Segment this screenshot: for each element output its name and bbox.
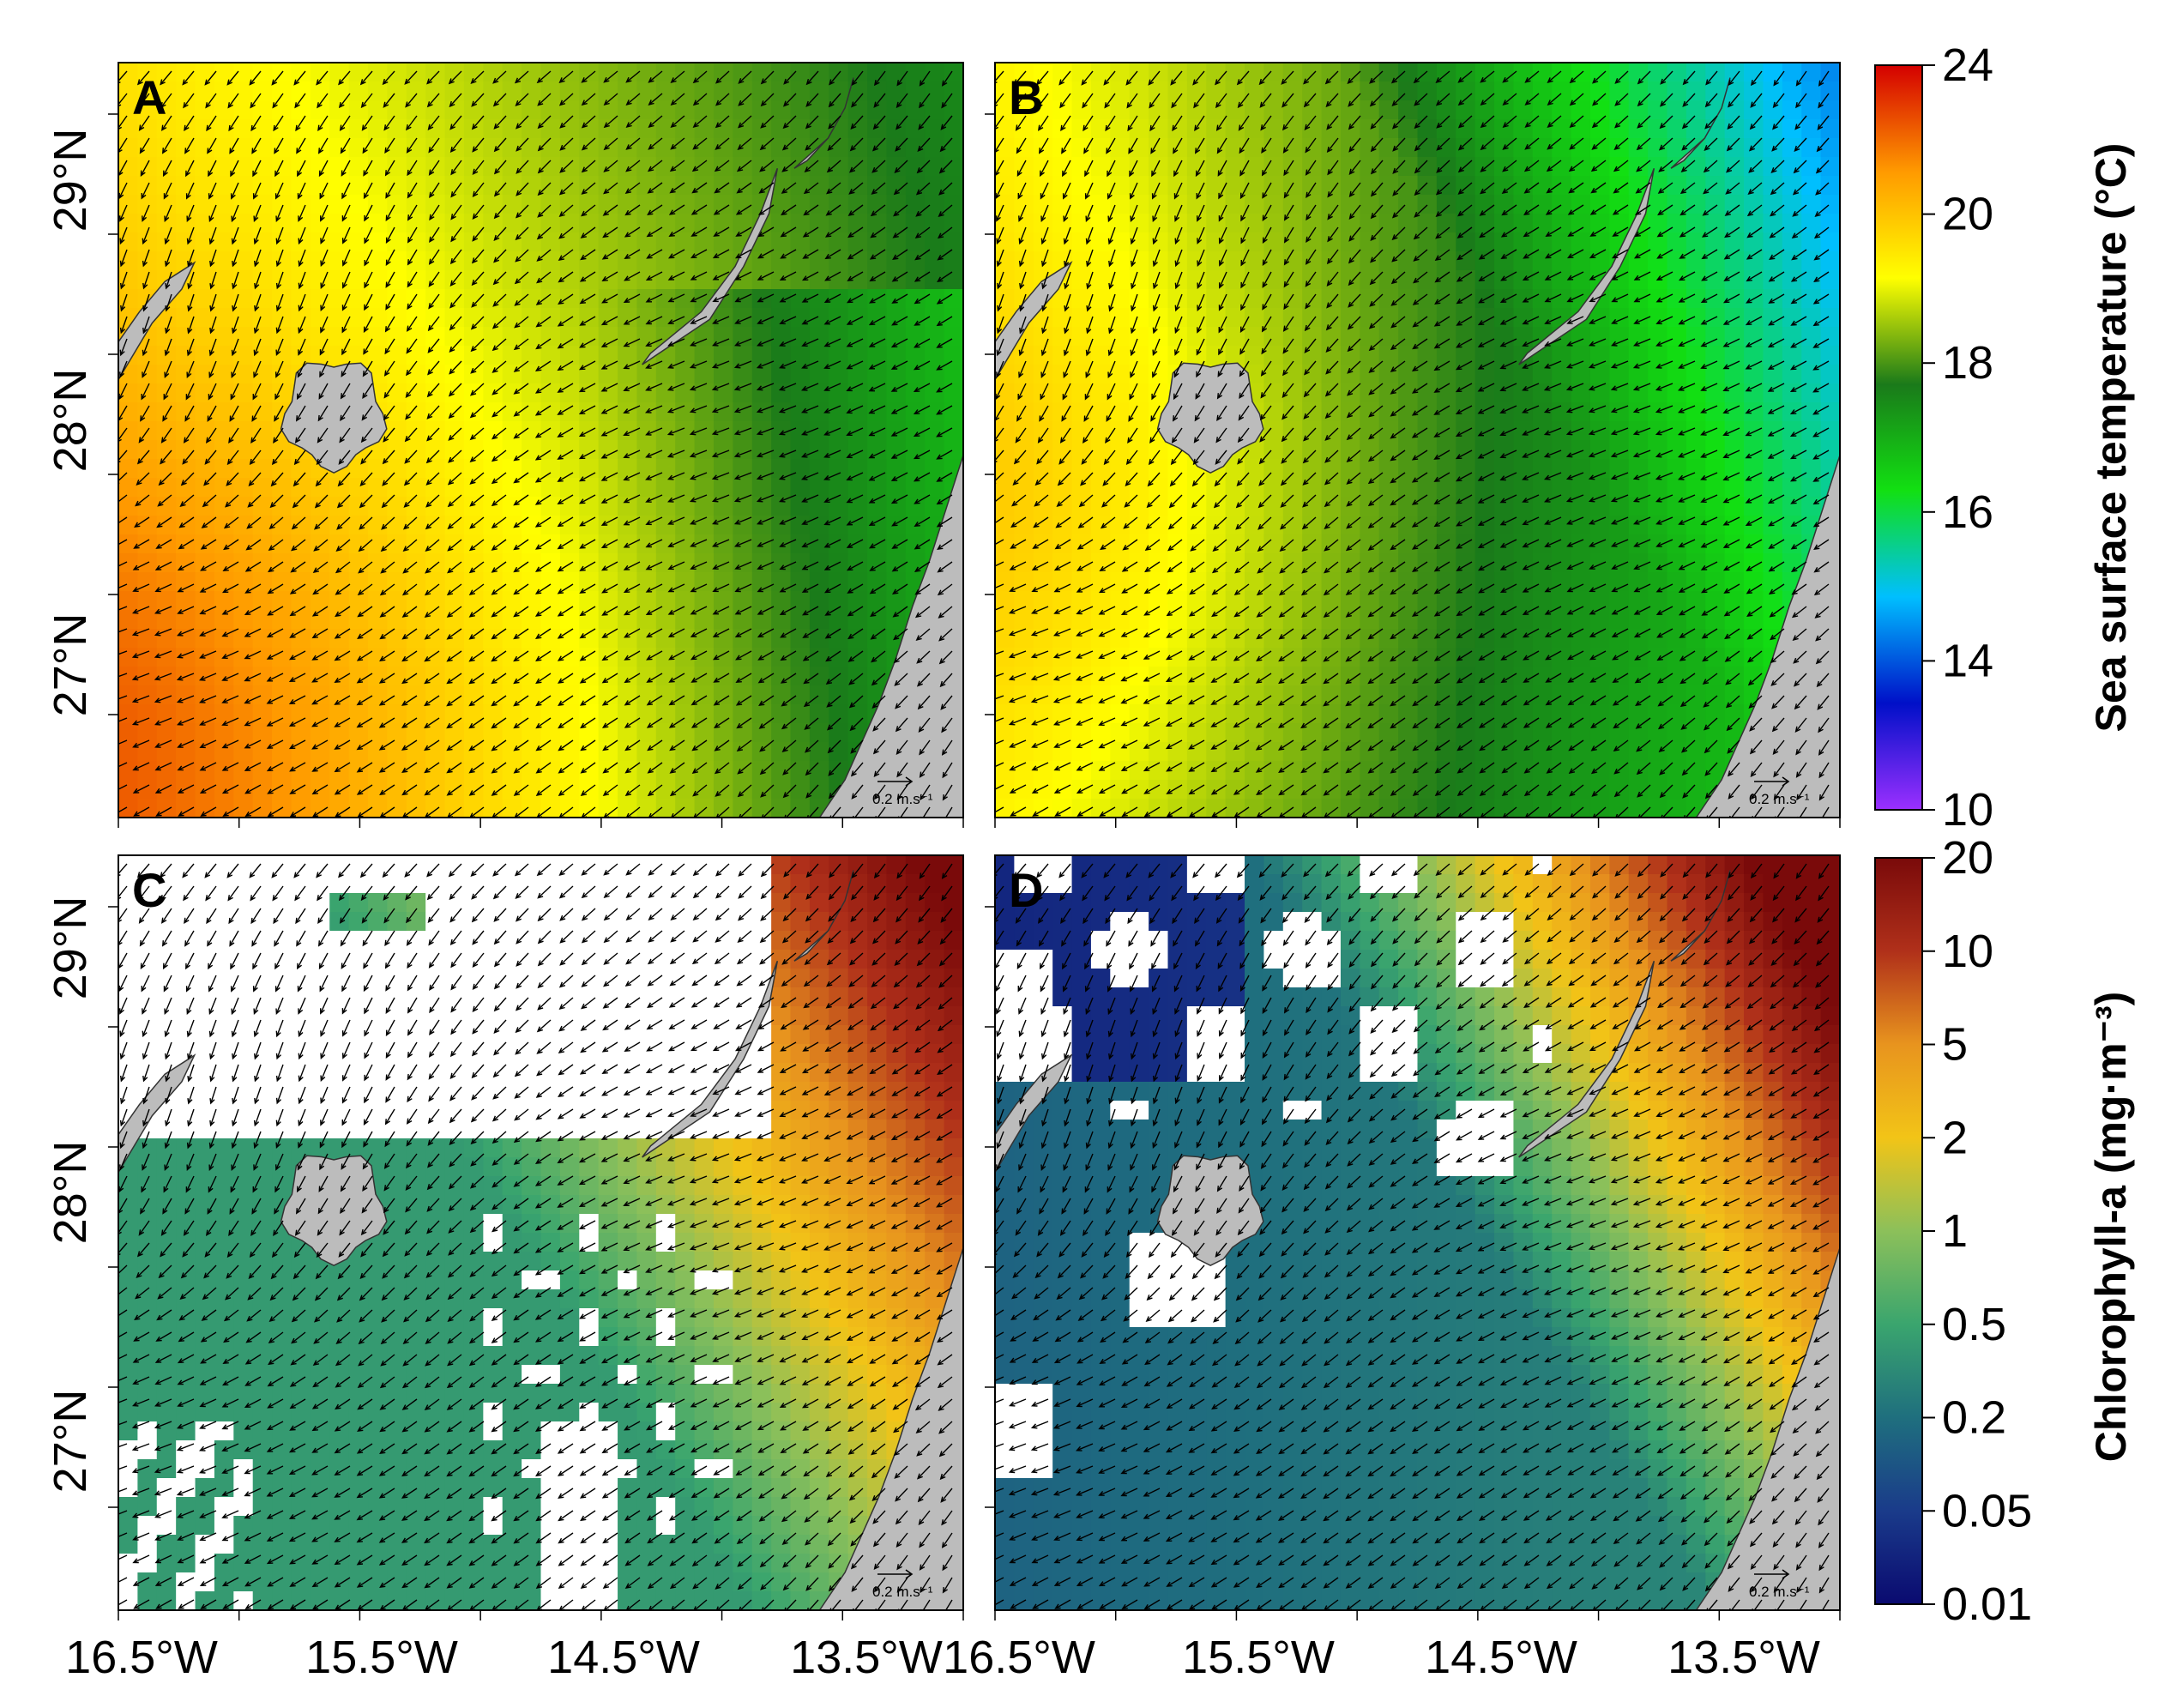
- current-vectors: [118, 70, 953, 818]
- lanzarote-island: [1670, 77, 1731, 169]
- panel-frame: [994, 854, 1841, 1611]
- lon-label: 15.5°W: [305, 1632, 458, 1683]
- map-axes: 29°N 28°N 27°N 29°N 28°N 27°N 16.5°W 15.5°W 14.5…: [45, 129, 1820, 1683]
- map-panels: A 0.2 m.s⁻¹ B 0.2 m.s⁻¹ C 0.2 m.s⁻¹ D 0.2 m.s⁻¹: [108, 62, 1841, 1620]
- colorbar-title: Sea surface temperature (°C): [2087, 143, 2135, 733]
- panel-frame: [118, 854, 964, 1611]
- lon-label: 14.5°W: [1425, 1632, 1577, 1683]
- colorbar-tick-label: 20: [1942, 832, 1993, 884]
- colorbar-tick-label: 10: [1942, 784, 1993, 836]
- panel-letter: C: [132, 863, 166, 917]
- panel-ticks: [985, 906, 1841, 1620]
- field-background: [995, 855, 1840, 1610]
- fuerteventura-island: [1518, 960, 1655, 1158]
- colorbar-tick-label: 0.01: [1942, 1578, 2032, 1630]
- fuerteventura-island: [642, 167, 779, 365]
- colorbar-tick-label: 16: [1942, 486, 1993, 538]
- scale-arrow: [877, 1569, 914, 1579]
- lon-label: 15.5°W: [1182, 1632, 1335, 1683]
- scale-label: 0.2 m.s⁻¹: [872, 1584, 933, 1600]
- african-coast-land: [818, 455, 963, 818]
- gran-canaria-island: [1156, 1155, 1264, 1267]
- lat-label: 27°N: [45, 1390, 96, 1494]
- lon-label: 16.5°W: [943, 1632, 1095, 1683]
- colorbar-tick-label: 0.5: [1942, 1299, 2006, 1350]
- lat-label: 27°N: [45, 613, 96, 717]
- panel-frame: [118, 62, 964, 818]
- lon-label: 16.5°W: [65, 1632, 218, 1683]
- african-coast-land: [1695, 455, 1840, 818]
- lat-label: 29°N: [45, 129, 96, 232]
- colorbars: 24 20 18 16 14 10 Sea surface temperature (°C)…: [1874, 39, 2135, 1630]
- land-masses: [995, 77, 1840, 818]
- scale-label: 0.2 m.s⁻¹: [872, 791, 933, 807]
- panel-d: D 0.2 m.s⁻¹: [985, 854, 1841, 1620]
- fuerteventura-island: [1518, 167, 1655, 365]
- colorbar-tick-label: 2: [1942, 1112, 1968, 1163]
- gran-canaria-island: [280, 362, 388, 474]
- gran-canaria-island: [280, 1155, 388, 1267]
- colorbar-tick-label: 0.05: [1942, 1485, 2032, 1536]
- scale-arrow: [877, 776, 914, 787]
- current-vectors: [995, 70, 1830, 818]
- colorbar-ramp: [1874, 64, 1923, 811]
- panel-frame: [994, 62, 1841, 818]
- colorbar-ramp: [1874, 857, 1923, 1605]
- african-coast-land: [1695, 1247, 1840, 1610]
- panel-c: C 0.2 m.s⁻¹: [108, 854, 964, 1620]
- field-background: [118, 63, 963, 818]
- african-coast-land: [818, 1247, 963, 1610]
- colorbar-tick-label: 0.2: [1942, 1392, 2006, 1444]
- colorbar-tick-label: 10: [1942, 926, 1993, 977]
- panel-letter: D: [1009, 863, 1043, 917]
- lanzarote-island: [793, 870, 854, 962]
- lon-label: 14.5°W: [547, 1632, 700, 1683]
- colorbar-tick-label: 24: [1942, 39, 1993, 91]
- land-masses: [118, 870, 963, 1610]
- colorbar-tick-label: 20: [1942, 189, 1993, 240]
- colorbar-tick-label: 14: [1942, 635, 1993, 686]
- lat-label: 29°N: [45, 896, 96, 1000]
- colorbar-tick-label: 1: [1942, 1205, 1968, 1257]
- land-masses: [995, 870, 1840, 1610]
- current-vectors: [118, 863, 953, 1610]
- panel-b: B 0.2 m.s⁻¹: [985, 62, 1841, 828]
- lanzarote-island: [1670, 870, 1731, 962]
- scale-arrow: [1754, 1569, 1790, 1579]
- lon-label: 13.5°W: [1667, 1632, 1820, 1683]
- fuerteventura-island: [642, 960, 779, 1158]
- lon-label: 13.5°W: [790, 1632, 943, 1683]
- panel-a: A 0.2 m.s⁻¹: [108, 62, 964, 828]
- gran-canaria-island: [1156, 362, 1264, 474]
- lat-label: 28°N: [45, 1141, 96, 1245]
- lat-label: 28°N: [45, 369, 96, 473]
- scale-label: 0.2 m.s⁻¹: [1749, 791, 1810, 807]
- colorbar-title: Chlorophyll-a (mg·m⁻³): [2087, 992, 2135, 1463]
- sst-colorbar: 24 20 18 16 14 10 Sea surface temperature (°C): [1874, 39, 2135, 836]
- chl-colorbar: 20 10 5 2 1 0.5 0.2 0.05 0.01 Chlorophyll-a (mg·m…: [1874, 832, 2135, 1630]
- colorbar-tick-label: 18: [1942, 337, 1993, 389]
- panel-letter: B: [1009, 70, 1043, 124]
- panel-ticks: [985, 113, 1841, 828]
- panel-ticks: [108, 906, 964, 1620]
- colorbar-tick-label: 5: [1942, 1019, 1968, 1071]
- scale-arrow: [1754, 776, 1790, 787]
- field-background: [118, 855, 963, 1610]
- panel-ticks: [108, 113, 964, 828]
- current-vectors: [995, 863, 1830, 1610]
- panel-letter: A: [132, 70, 166, 124]
- lanzarote-island: [793, 77, 854, 169]
- scale-label: 0.2 m.s⁻¹: [1749, 1584, 1810, 1600]
